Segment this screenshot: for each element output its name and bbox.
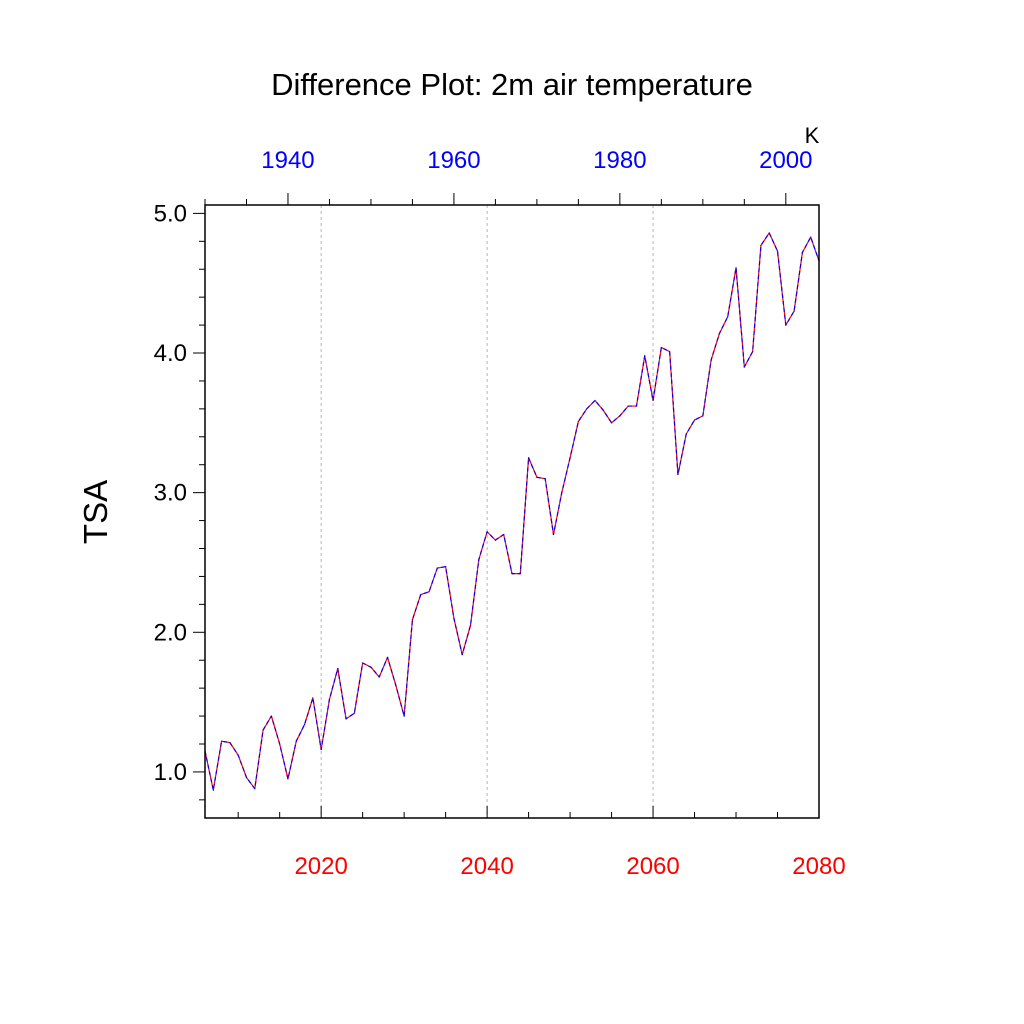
data-point <box>403 715 405 717</box>
data-point <box>644 355 646 357</box>
data-point <box>652 399 654 402</box>
y-tick-label: 4.0 <box>154 340 187 367</box>
data-point <box>436 567 438 569</box>
data-point <box>702 415 704 417</box>
data-point <box>586 408 588 410</box>
data-point <box>569 457 571 459</box>
data-point <box>420 593 422 596</box>
data-point <box>453 617 455 619</box>
data-point <box>610 422 613 424</box>
data-point <box>337 667 339 670</box>
data-point <box>752 351 754 353</box>
data-point <box>378 676 380 678</box>
data-point <box>776 250 779 252</box>
plot-frame <box>204 204 820 819</box>
data-point <box>370 666 372 668</box>
data-point <box>245 776 248 779</box>
data-point <box>793 310 795 312</box>
data-point <box>627 405 629 407</box>
data-point <box>362 662 364 664</box>
data-point <box>461 654 463 656</box>
data-point <box>478 559 480 561</box>
data-point <box>785 324 787 326</box>
x-top-tick-label: 1940 <box>261 147 314 174</box>
data-point <box>693 419 696 421</box>
data-point <box>685 433 687 435</box>
data-point <box>801 251 804 254</box>
data-point <box>445 566 447 568</box>
data-point <box>469 624 472 626</box>
data-point <box>669 351 671 353</box>
data-point <box>320 748 322 751</box>
data-point <box>710 359 712 361</box>
data-point <box>577 420 579 423</box>
units-label: K <box>805 123 820 148</box>
y-tick-label: 1.0 <box>154 759 187 786</box>
data-point <box>519 573 521 575</box>
data-point <box>395 684 397 686</box>
x-bottom-tick-label: 2020 <box>294 853 347 880</box>
data-point <box>345 718 347 720</box>
data-point <box>511 573 513 575</box>
y-tick-label: 5.0 <box>154 200 187 227</box>
data-point <box>619 415 621 417</box>
grid <box>320 205 654 818</box>
data-point <box>602 409 604 411</box>
data-point <box>386 656 389 659</box>
axes: 2020 2040 2060 2080 1940 1960 1980 2000 1.0 2.0 3.… <box>154 147 846 880</box>
data-point <box>303 723 306 726</box>
data-point <box>594 399 596 402</box>
data-point <box>635 405 638 407</box>
data-point <box>503 533 505 536</box>
data-point <box>561 492 563 494</box>
x-bottom-tick-label: 2040 <box>460 853 513 880</box>
data-point <box>544 478 546 480</box>
y-tick-label: 3.0 <box>154 480 187 507</box>
x-bottom-tick-label: 2080 <box>792 853 845 880</box>
data-point <box>220 740 223 742</box>
data-point <box>727 316 729 318</box>
data-point <box>486 531 488 533</box>
data-point <box>353 712 355 714</box>
y-axis-label: TSA <box>77 480 114 544</box>
data-point <box>295 740 297 742</box>
x-top-tick-label: 2000 <box>759 147 812 174</box>
y-tick-label: 2.0 <box>154 619 187 646</box>
series-line-red <box>204 232 820 791</box>
data-point <box>677 473 679 476</box>
data-point <box>212 789 214 791</box>
data-point <box>411 619 414 621</box>
x-top-tick-label: 1980 <box>593 147 646 174</box>
data-point <box>735 267 737 269</box>
data-point <box>552 533 555 536</box>
data-point <box>536 476 538 478</box>
data-point <box>237 754 239 756</box>
data-point <box>328 698 331 700</box>
data-point <box>660 346 662 349</box>
data-point <box>279 743 281 745</box>
data-point <box>494 539 497 541</box>
data-point <box>768 232 770 234</box>
data-point <box>760 244 762 247</box>
data-point <box>312 697 314 699</box>
series <box>204 232 820 791</box>
data-point <box>262 729 264 731</box>
x-bottom-tick-label: 2060 <box>626 853 679 880</box>
data-point <box>428 591 430 593</box>
data-point <box>287 778 289 780</box>
x-top-tick-label: 1960 <box>427 147 480 174</box>
data-point <box>810 236 812 238</box>
data-point <box>743 366 745 368</box>
data-point <box>527 457 530 459</box>
data-point <box>270 715 272 717</box>
series-line-blue <box>204 232 820 791</box>
data-point <box>229 741 231 744</box>
chart-title: Difference Plot: 2m air temperature <box>271 67 753 102</box>
data-point <box>254 788 256 790</box>
data-point <box>718 332 721 335</box>
